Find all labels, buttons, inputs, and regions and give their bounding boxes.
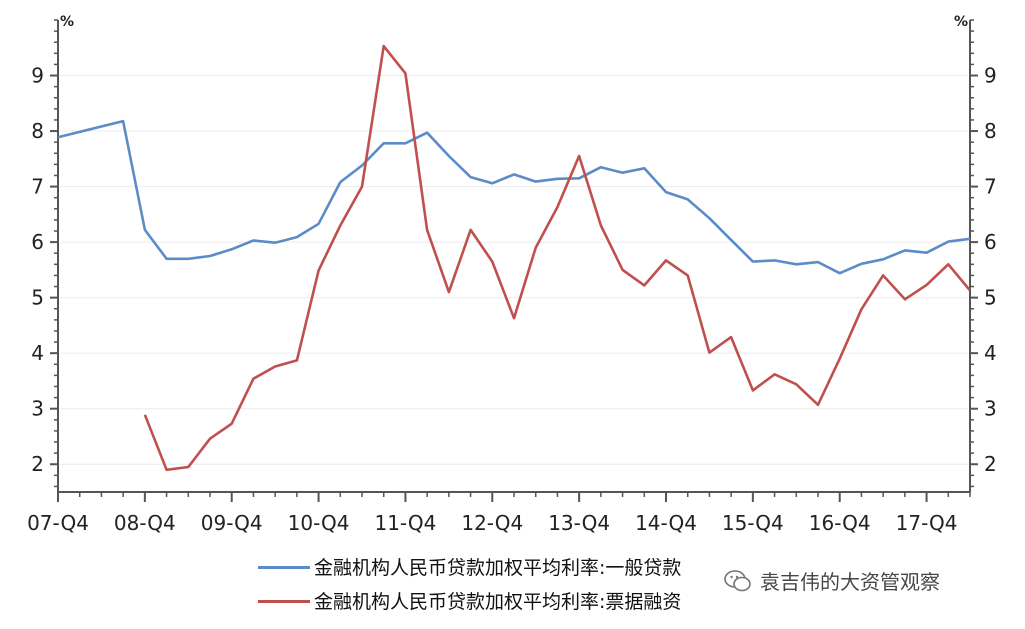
series-line-0 xyxy=(57,119,971,275)
chart: 2 3 4 5 6 7 8 9 2 3 4 5 6 7 8 9 07-Q4 08-Q4 09-Q4 10-Q4 11… xyxy=(27,14,997,535)
right-tick-label: 6 xyxy=(984,230,997,254)
x-tick-label: 10-Q4 xyxy=(288,511,350,535)
x-ticks: 07-Q4 08-Q4 09-Q4 10-Q4 11-Q4 12-Q4 13-Q4 14-Q4… xyxy=(27,492,971,535)
legend-swatch-general-loans xyxy=(258,566,310,569)
right-tick-label: 2 xyxy=(984,452,997,476)
x-tick-label: 14-Q4 xyxy=(635,511,697,535)
legend-label-general-loans: 金融机构人民币贷款加权平均利率:一般贷款 xyxy=(314,557,682,579)
legend-label-bill-financing: 金融机构人民币贷款加权平均利率:票据融资 xyxy=(314,591,682,613)
watermark: 袁吉伟的大资管观察 xyxy=(724,566,940,595)
left-tick-label: 3 xyxy=(31,397,44,421)
left-y-ticks: 2 3 4 5 6 7 8 9 xyxy=(31,19,58,488)
legend-swatch-bill-financing xyxy=(258,600,310,603)
x-tick-label: 07-Q4 xyxy=(27,511,89,535)
left-tick-label: 2 xyxy=(31,452,44,476)
right-tick-label: 7 xyxy=(984,175,997,199)
axes xyxy=(57,20,971,493)
right-y-ticks: 2 3 4 5 6 7 8 9 xyxy=(970,19,997,488)
x-tick-label: 13-Q4 xyxy=(548,511,610,535)
gridlines xyxy=(60,75,968,465)
x-tick-label: 08-Q4 xyxy=(114,511,176,535)
left-tick-label: 8 xyxy=(31,119,44,143)
right-tick-label: 3 xyxy=(984,397,997,421)
left-tick-label: 7 xyxy=(31,175,44,199)
left-tick-label: 4 xyxy=(31,341,44,365)
x-tick-label: 16-Q4 xyxy=(809,511,871,535)
x-tick-label: 12-Q4 xyxy=(461,511,523,535)
wechat-icon xyxy=(724,569,751,591)
left-tick-label: 5 xyxy=(31,286,44,310)
right-tick-label: 8 xyxy=(984,119,997,143)
left-tick-label: 6 xyxy=(31,230,44,254)
right-tick-label: 5 xyxy=(984,286,997,310)
x-tick-label: 09-Q4 xyxy=(201,511,263,535)
watermark-text: 袁吉伟的大资管观察 xyxy=(760,570,940,594)
series-layer xyxy=(57,44,971,472)
right-tick-label: 9 xyxy=(984,64,997,88)
left-y-unit: % xyxy=(60,14,74,30)
x-tick-label: 15-Q4 xyxy=(722,511,784,535)
x-tick-label: 11-Q4 xyxy=(374,511,436,535)
x-tick-label: 17-Q4 xyxy=(896,511,958,535)
right-tick-label: 4 xyxy=(984,341,997,365)
right-y-unit: % xyxy=(954,14,968,30)
series-line-1 xyxy=(143,44,971,472)
left-tick-label: 9 xyxy=(31,64,44,88)
